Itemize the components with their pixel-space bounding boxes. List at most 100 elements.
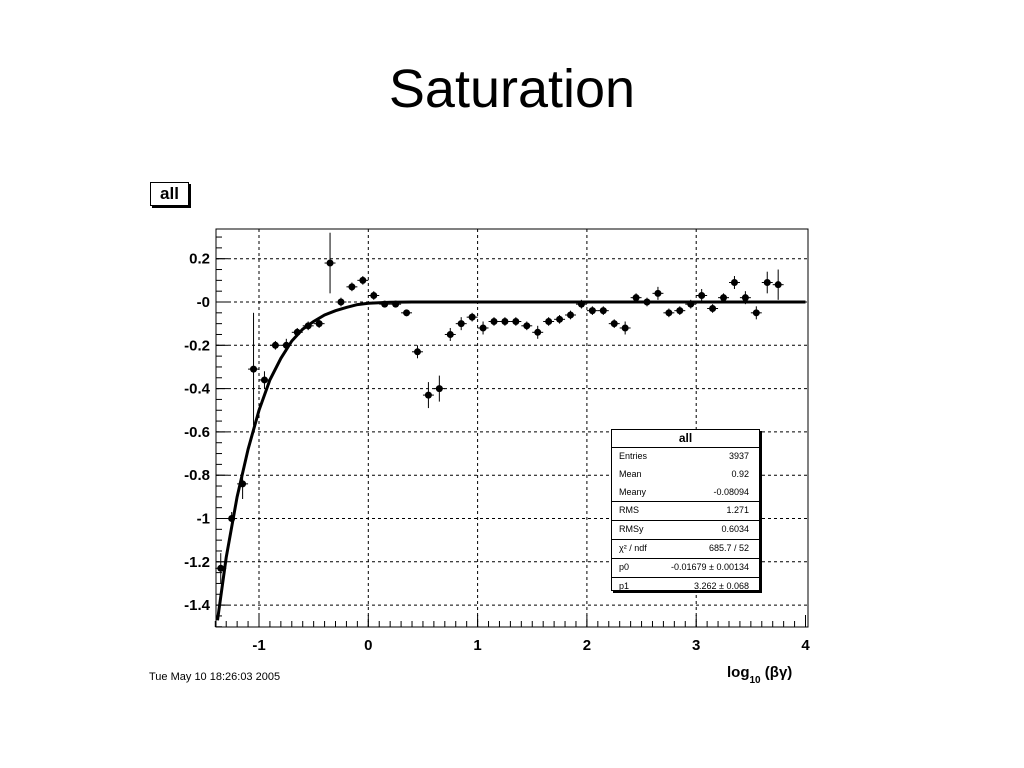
data-point (610, 320, 618, 328)
fit-curve (216, 300, 806, 621)
histogram-label: all (150, 182, 189, 206)
data-point (413, 348, 421, 356)
data-point (271, 341, 279, 349)
x-tick-label: 0 (364, 637, 372, 654)
stats-value: 3.262 ± 0.068 (694, 580, 749, 591)
data-point (424, 391, 432, 399)
data-point (315, 320, 323, 328)
data-point (490, 317, 498, 325)
data-point (468, 313, 476, 321)
data-point (676, 307, 684, 315)
stats-key: χ² / ndf (619, 542, 647, 553)
data-point (293, 328, 301, 336)
data-point (446, 330, 454, 338)
stats-value: 1.271 (726, 505, 749, 516)
data-point (239, 480, 247, 488)
stats-value: 0.6034 (721, 524, 749, 535)
data-point (687, 300, 695, 308)
stats-value: 3937 (728, 451, 749, 461)
plot-frame (215, 228, 809, 628)
x-tick-label: 4 (801, 637, 810, 654)
stats-row: p0 -0.01679 ± 0.00134 (612, 557, 759, 577)
y-tick-label: -0.8 (184, 467, 210, 484)
data-point (752, 309, 760, 317)
data-point (348, 283, 356, 291)
slide-title: Saturation (388, 59, 636, 119)
stats-row: RMS 1.271 (612, 501, 759, 520)
stats-row: χ² / ndf 685.7 / 52 (612, 538, 759, 558)
data-point (359, 276, 367, 284)
data-point (709, 304, 717, 312)
data-point (304, 322, 312, 330)
x-tick-label: 3 (692, 637, 700, 654)
data-point (763, 279, 771, 287)
x-tick-label: -1 (252, 637, 265, 654)
stats-key: p0 (619, 561, 630, 572)
data-point (479, 324, 487, 332)
stats-key: Meany (619, 486, 647, 497)
y-tick-label: -1.2 (184, 554, 210, 571)
data-point (435, 385, 443, 393)
stats-value: 0.92 (731, 468, 749, 479)
stats-box: all Entries 3937 Mean 0.92 Meany -0.08094 RMS 1… (611, 429, 760, 591)
data-point (260, 376, 268, 384)
data-point (501, 317, 509, 325)
stats-row: Meany -0.08094 (612, 484, 759, 502)
x-tick-label: 1 (473, 637, 481, 654)
data-point (326, 259, 334, 267)
data-point (217, 564, 225, 572)
y-tick-label: -0.4 (184, 381, 211, 398)
stats-row: RMSy 0.6034 (612, 520, 759, 539)
y-tick-label: -1 (197, 511, 210, 528)
y-tick-label: -1.4 (184, 597, 211, 614)
data-point (512, 317, 520, 325)
data-point (381, 300, 389, 308)
data-point (643, 298, 651, 306)
stats-row: p1 3.262 ± 0.068 (612, 576, 759, 596)
data-point (228, 515, 236, 522)
data-point (250, 365, 258, 373)
y-tick-label: 0.2 (189, 251, 210, 268)
grid (216, 229, 808, 627)
data-point (632, 294, 640, 302)
data-point (720, 294, 728, 302)
stats-key: RMSy (619, 524, 644, 535)
y-tick-label: -0.2 (184, 337, 210, 354)
x-tick-label: 2 (583, 637, 591, 654)
stats-row: Entries 3937 (612, 448, 759, 466)
tick-labels: -1 0 1 2 3 4 0.2 -0 -0.2 -0.4 -0.6 -0.8 -1 -1.2 -1.4 (184, 251, 810, 654)
data-point (665, 309, 673, 317)
stats-value: -0.01679 ± 0.00134 (670, 561, 749, 572)
x-axis-label: log10 (βγ) (727, 664, 792, 686)
data-point (741, 294, 749, 302)
stats-key: Entries (619, 451, 648, 461)
y-tick-label: -0 (197, 294, 210, 311)
data-point (698, 292, 706, 300)
data-point (730, 279, 738, 287)
stats-title: all (612, 430, 759, 448)
data-points (215, 232, 784, 584)
data-point (534, 328, 542, 336)
timestamp: Tue May 10 18:26:03 2005 (149, 671, 281, 683)
axis-ticks (214, 236, 806, 628)
stats-row: Mean 0.92 (612, 466, 759, 484)
stats-key: p1 (619, 580, 630, 591)
data-point (403, 309, 411, 317)
stats-value: 685.7 / 52 (708, 542, 749, 553)
data-point (621, 324, 629, 332)
data-point (282, 341, 290, 349)
data-point (523, 322, 531, 330)
data-point (337, 298, 345, 306)
stats-key: RMS (619, 505, 639, 516)
data-point (556, 315, 564, 323)
stats-key: Mean (619, 468, 642, 479)
data-point (599, 307, 607, 315)
data-point (577, 300, 585, 308)
y-tick-label: -0.6 (184, 424, 210, 441)
data-point (457, 320, 465, 328)
data-point (370, 292, 378, 300)
data-point (654, 289, 662, 297)
data-point (545, 317, 553, 325)
data-point (774, 281, 782, 289)
